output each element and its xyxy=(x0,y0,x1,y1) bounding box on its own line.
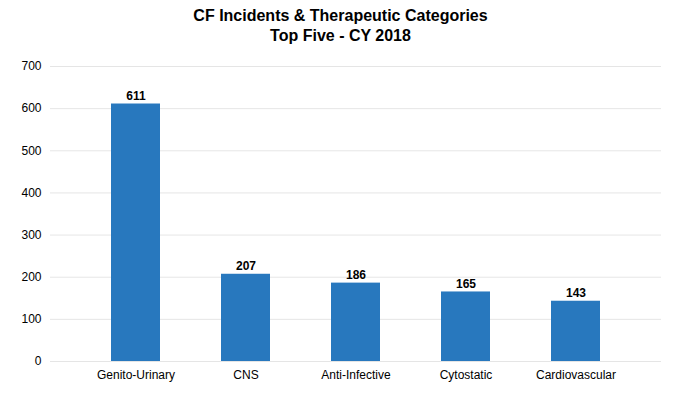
svg-text:600: 600 xyxy=(21,101,41,115)
svg-text:186: 186 xyxy=(346,268,366,282)
svg-text:700: 700 xyxy=(21,59,41,73)
svg-text:CNS: CNS xyxy=(233,368,258,382)
svg-text:Cardiovascular: Cardiovascular xyxy=(536,368,616,382)
svg-text:Anti-Infective: Anti-Infective xyxy=(321,368,391,382)
svg-text:300: 300 xyxy=(21,228,41,242)
svg-text:500: 500 xyxy=(21,144,41,158)
svg-text:200: 200 xyxy=(21,270,41,284)
svg-text:611: 611 xyxy=(126,89,146,103)
svg-text:143: 143 xyxy=(566,286,586,300)
svg-text:Cytostatic: Cytostatic xyxy=(440,368,493,382)
svg-text:165: 165 xyxy=(456,277,476,291)
svg-text:Genito-Urinary: Genito-Urinary xyxy=(97,368,175,382)
svg-text:0: 0 xyxy=(35,354,42,368)
html-text:Top Five - CY 2018: Top Five - CY 2018 xyxy=(270,27,411,44)
html-text:CF Incidents & Therapeutic Cat: CF Incidents & Therapeutic Categories xyxy=(193,7,488,24)
svg-text:400: 400 xyxy=(21,186,41,200)
svg-text:100: 100 xyxy=(21,312,41,326)
svg-text:207: 207 xyxy=(236,259,256,273)
